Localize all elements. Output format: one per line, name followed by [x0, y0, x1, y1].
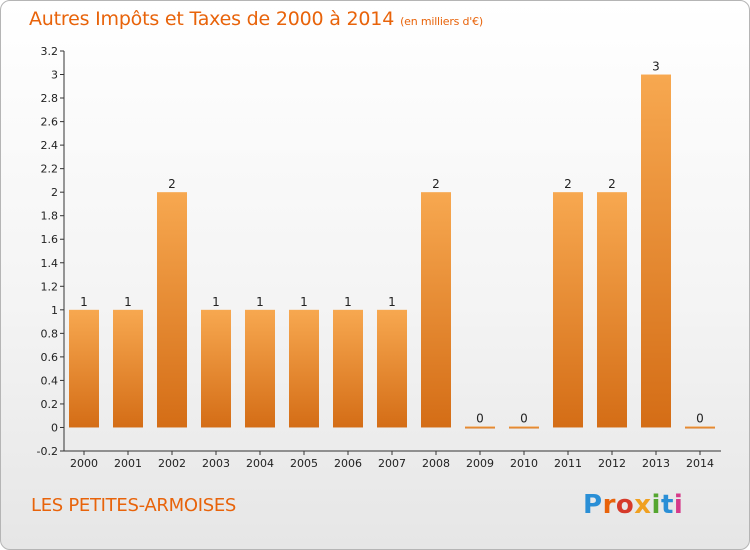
bar — [377, 309, 407, 428]
y-tick-label: 1 — [51, 304, 58, 317]
bar — [289, 309, 319, 428]
x-tick-label: 2011 — [554, 457, 582, 470]
bar — [685, 426, 715, 429]
x-tick-label: 2009 — [466, 457, 494, 470]
y-tick-label: 2.4 — [41, 139, 59, 152]
x-tick-label: 2008 — [422, 457, 450, 470]
bar-value-label: 1 — [212, 295, 220, 309]
x-tick-label: 2003 — [202, 457, 230, 470]
logo-letter: i — [651, 490, 661, 520]
bar — [157, 192, 187, 428]
y-tick-label: 2.8 — [41, 92, 59, 105]
y-tick-label: 2 — [51, 186, 58, 199]
y-tick-label: 1.8 — [41, 210, 59, 223]
proxiti-logo: Proxiti — [583, 490, 683, 520]
logo-letter: r — [602, 490, 616, 520]
x-tick-label: 2001 — [114, 457, 142, 470]
bar — [509, 426, 539, 429]
x-tick-label: 2010 — [510, 457, 538, 470]
x-tick-label: 2004 — [246, 457, 274, 470]
y-tick-label: 3 — [51, 69, 58, 82]
bar-value-label: 0 — [476, 411, 484, 425]
y-tick-label: 0.8 — [41, 327, 59, 340]
y-tick-label: 1.4 — [41, 257, 59, 270]
y-tick-label: 1.2 — [41, 280, 59, 293]
bar-value-label: 2 — [432, 177, 440, 191]
y-tick-label: 0.6 — [41, 351, 59, 364]
bar — [421, 192, 451, 428]
y-tick-label: 2.6 — [41, 116, 59, 129]
x-tick-label: 2012 — [598, 457, 626, 470]
chart-subtitle: (en milliers d'€) — [400, 15, 483, 28]
y-tick-label: 1.6 — [41, 233, 59, 246]
bar — [333, 309, 363, 428]
bar-value-label: 2 — [608, 177, 616, 191]
x-tick-label: 2007 — [378, 457, 406, 470]
y-tick-label: 0 — [51, 421, 58, 434]
x-tick-label: 2002 — [158, 457, 186, 470]
y-tick-label: 0.2 — [41, 398, 59, 411]
bar — [553, 192, 583, 428]
bar-value-label: 1 — [300, 295, 308, 309]
bar — [201, 309, 231, 428]
logo-letter: t — [660, 490, 674, 520]
y-tick-label: -0.2 — [37, 445, 58, 458]
logo-letter: o — [615, 490, 635, 520]
x-tick-label: 2013 — [642, 457, 670, 470]
bar — [245, 309, 275, 428]
chart-title-main: Autres Impôts et Taxes de 2000 à 2014 — [29, 8, 395, 30]
bar-value-label: 0 — [696, 411, 704, 425]
y-tick-label: 3.2 — [41, 45, 59, 58]
x-tick-label: 2000 — [70, 457, 98, 470]
bar-value-label: 0 — [520, 411, 528, 425]
bar — [597, 192, 627, 428]
bar-value-label: 1 — [124, 295, 132, 309]
logo-letter: x — [634, 490, 652, 520]
chart-title: Autres Impôts et Taxes de 2000 à 2014 (en… — [29, 8, 483, 30]
bar — [113, 309, 143, 428]
bar-value-label: 2 — [168, 177, 176, 191]
y-tick-label: 2.2 — [41, 163, 59, 176]
bar-value-label: 1 — [80, 295, 88, 309]
bar-value-label: 1 — [256, 295, 264, 309]
bar-value-label: 1 — [344, 295, 352, 309]
bar — [641, 74, 671, 428]
x-tick-label: 2006 — [334, 457, 362, 470]
bar-value-label: 3 — [652, 60, 660, 74]
logo-letter: i — [673, 490, 684, 520]
bar-value-label: 2 — [564, 177, 572, 191]
y-tick-label: 0.4 — [41, 374, 59, 387]
logo-letter: P — [583, 490, 603, 520]
x-tick-label: 2005 — [290, 457, 318, 470]
place-name: LES PETITES-ARMOISES — [31, 495, 237, 516]
x-tick-label: 2014 — [686, 457, 714, 470]
bar — [465, 426, 495, 429]
bar-value-label: 1 — [388, 295, 396, 309]
bar — [69, 309, 99, 428]
